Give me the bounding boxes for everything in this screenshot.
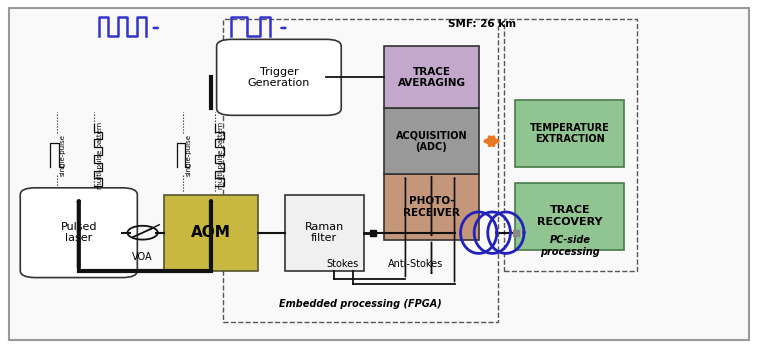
FancyBboxPatch shape bbox=[384, 46, 479, 109]
FancyBboxPatch shape bbox=[515, 183, 625, 250]
Text: Pulsed
laser: Pulsed laser bbox=[61, 222, 97, 244]
Text: TRACE
RECOVERY: TRACE RECOVERY bbox=[537, 205, 603, 227]
Text: PHOTO-
RECEIVER: PHOTO- RECEIVER bbox=[403, 196, 460, 218]
Text: Raman
filter: Raman filter bbox=[305, 222, 344, 244]
Text: Stokes: Stokes bbox=[327, 259, 359, 269]
FancyBboxPatch shape bbox=[515, 100, 625, 167]
FancyBboxPatch shape bbox=[384, 174, 479, 239]
FancyBboxPatch shape bbox=[384, 109, 479, 174]
Text: single-pulse: single-pulse bbox=[186, 134, 192, 176]
Text: VOA: VOA bbox=[133, 252, 153, 262]
Text: PC-side
processing: PC-side processing bbox=[540, 235, 600, 257]
Text: TRACE
AVERAGING: TRACE AVERAGING bbox=[397, 66, 465, 88]
FancyBboxPatch shape bbox=[20, 188, 137, 278]
Text: multi-pulse pattern: multi-pulse pattern bbox=[218, 121, 224, 189]
Text: multi-pulse pattern: multi-pulse pattern bbox=[96, 121, 102, 189]
Text: Anti-Stokes: Anti-Stokes bbox=[387, 259, 443, 269]
Text: single-pulse: single-pulse bbox=[60, 134, 65, 176]
FancyBboxPatch shape bbox=[217, 39, 341, 115]
FancyBboxPatch shape bbox=[9, 8, 749, 340]
Text: ACQUISITION
(ADC): ACQUISITION (ADC) bbox=[396, 130, 467, 152]
FancyBboxPatch shape bbox=[284, 195, 364, 271]
FancyBboxPatch shape bbox=[164, 195, 258, 271]
Text: AOM: AOM bbox=[191, 225, 231, 240]
Text: TEMPERATURE
EXTRACTION: TEMPERATURE EXTRACTION bbox=[530, 122, 609, 144]
Text: Trigger
Generation: Trigger Generation bbox=[248, 66, 310, 88]
Text: Embedded processing (FPGA): Embedded processing (FPGA) bbox=[279, 299, 442, 309]
Text: SMF: 26 km: SMF: 26 km bbox=[448, 19, 515, 29]
